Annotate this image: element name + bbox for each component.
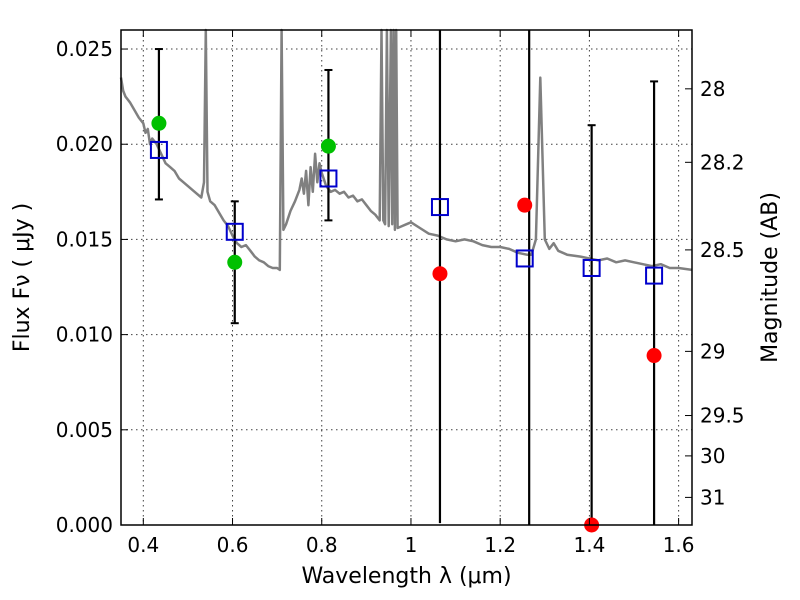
- x-tick-label: 1: [405, 533, 418, 557]
- y-tick-label: 0.005: [56, 418, 113, 442]
- y-axis-label: Flux Fν ( μJy ): [10, 203, 35, 352]
- y-tick-label: 0.025: [56, 37, 113, 61]
- model-photometry-point: [515, 249, 534, 268]
- plot-area: [119, 28, 693, 533]
- x-tick-label: 1.2: [484, 533, 516, 557]
- x-tick-label: 1.4: [573, 533, 605, 557]
- model-photometry-point: [225, 222, 244, 241]
- y-right-axis-label: Magnitude (AB): [758, 192, 783, 363]
- mag-tick-label: 29.5: [700, 404, 745, 428]
- y-tick-label: 0.010: [56, 323, 113, 347]
- plot-frame: [120, 29, 693, 526]
- x-tick-label: 1.6: [663, 533, 695, 557]
- mag-tick-label: 28.2: [700, 150, 745, 174]
- mag-tick-label: 28: [700, 77, 725, 101]
- upper-limit-point: [517, 197, 533, 213]
- mag-tick-label: 28.5: [700, 238, 745, 262]
- model-photometry-point: [149, 140, 168, 159]
- x-tick-label: 0.6: [217, 533, 249, 557]
- model-spectrum-line: [119, 28, 693, 272]
- mag-tick-label: 30: [700, 444, 725, 468]
- axes: [120, 29, 693, 526]
- model-photometry-point: [430, 198, 449, 217]
- mag-tick-label: 31: [700, 485, 725, 509]
- x-tick-label: 0.4: [127, 533, 159, 557]
- y-tick-label: 0.020: [56, 132, 113, 156]
- model-photometry-point: [319, 169, 338, 188]
- detection-point: [320, 138, 336, 154]
- upper-limit-point: [432, 266, 448, 282]
- x-axis-label: Wavelength λ (μm): [301, 564, 511, 589]
- x-tick-label: 0.8: [306, 533, 338, 557]
- y-tick-label: 0.015: [56, 227, 113, 251]
- mag-tick-label: 29: [700, 339, 725, 363]
- upper-limit-point: [646, 348, 662, 364]
- detection-point: [227, 254, 243, 270]
- detection-point: [151, 115, 167, 131]
- ticks: 0.4 0.6 0.8 1 1.2 1.4 1.6 0.000 0.005 0.010 0.015 0…: [56, 30, 745, 557]
- model-photometry-point: [645, 266, 664, 285]
- model-photometry-point: [582, 258, 601, 277]
- y-tick-label: 0.000: [56, 513, 113, 537]
